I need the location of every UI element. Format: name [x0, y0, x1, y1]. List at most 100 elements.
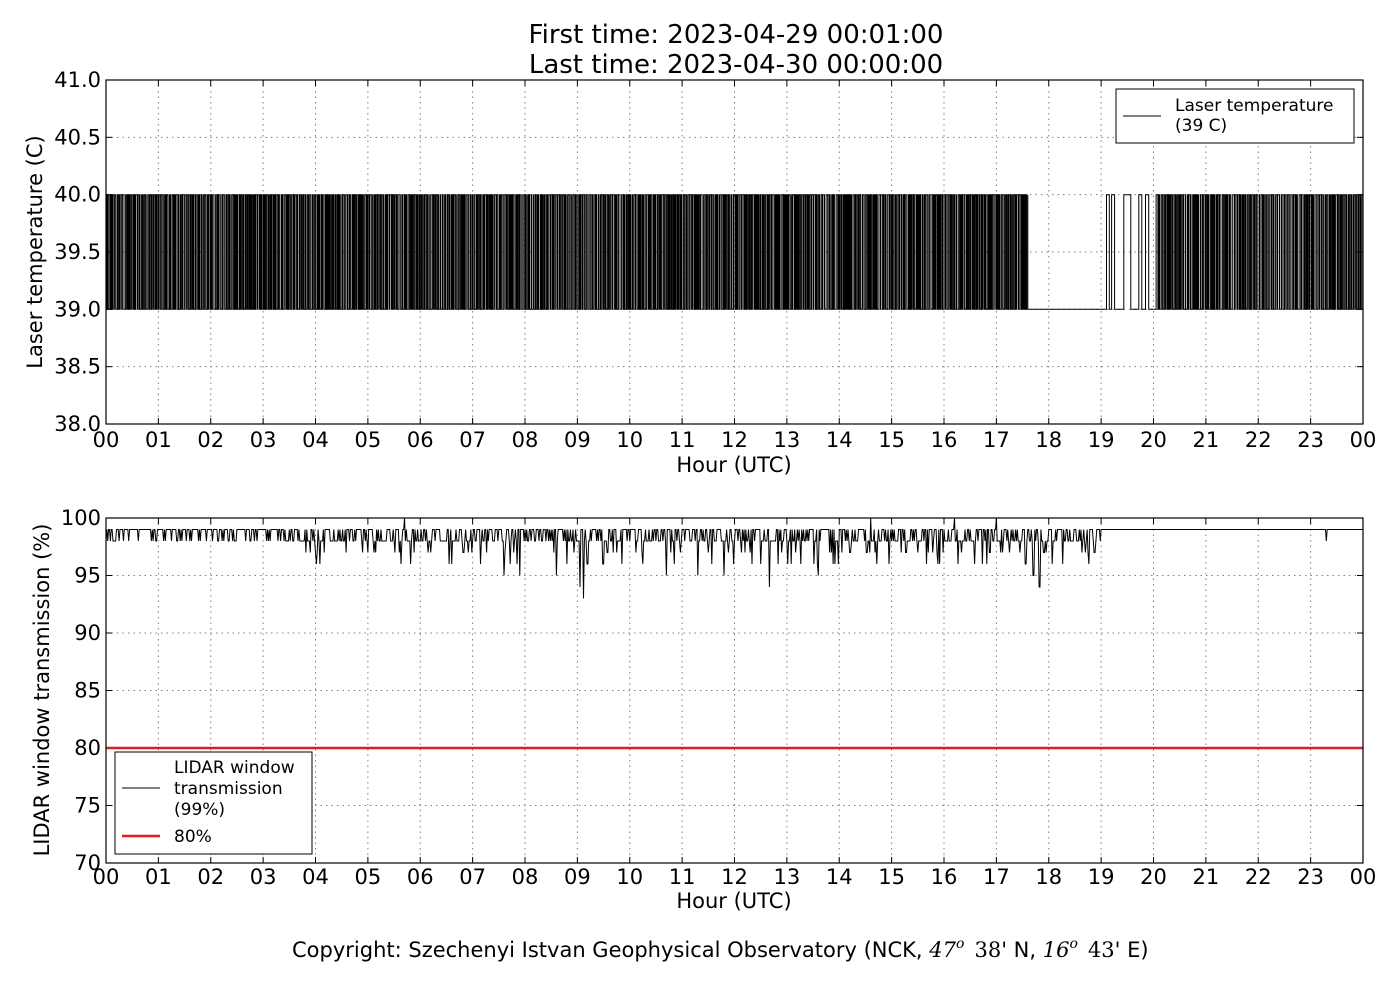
lidar-legend-label-1: LIDAR window: [174, 758, 295, 778]
y-tick-label: 75: [74, 794, 101, 818]
x-tick-label: 22: [1245, 865, 1272, 889]
x-tick-label: 09: [564, 865, 591, 889]
x-tick-label: 15: [878, 865, 905, 889]
x-tick-label: 02: [197, 428, 224, 452]
x-tick-label: 14: [826, 865, 853, 889]
x-tick-label: 21: [1193, 865, 1220, 889]
x-tick-label: 12: [721, 865, 748, 889]
laser-temp-ticks: 00 01 02 03 04 05 06 07 08 09 10 11 12 13 14 15 16 17 18 19…: [54, 68, 1376, 452]
y-tick-label: 39.5: [54, 240, 101, 264]
lidar-xlabel: Hour (UTC): [676, 889, 791, 913]
longitude-hemisphere: E: [1127, 938, 1140, 962]
laser-temp-legend-label-2: (39 C): [1175, 116, 1227, 136]
latitude-hemisphere: N: [1014, 938, 1030, 962]
y-tick-label: 80: [74, 736, 101, 760]
x-tick-label: 21: [1193, 428, 1220, 452]
y-tick-label: 90: [74, 621, 101, 645]
x-tick-label: 16: [931, 428, 958, 452]
x-tick-label: 20: [1140, 428, 1167, 452]
x-tick-label: 13: [774, 865, 801, 889]
longitude-minutes: 43: [1088, 938, 1115, 962]
latitude-min-mark: ': [1001, 938, 1013, 962]
x-tick-label: 18: [1035, 865, 1062, 889]
lidar-ylabel: LIDAR window transmission (%): [30, 524, 54, 857]
x-tick-label: 08: [512, 865, 539, 889]
x-tick-label: 18: [1035, 428, 1062, 452]
lidar-transmission-line: [105, 517, 1363, 599]
x-tick-label: 01: [145, 865, 172, 889]
lidar-transmission-panel: 00 01 02 03 04 05 06 07 08 09 10 11 12 13 14 15 16 17 18 19…: [30, 506, 1376, 913]
y-tick-label: 40.0: [54, 183, 101, 207]
lidar-legend: LIDAR window transmission (99%) 80%: [114, 751, 313, 855]
laser-temperature-line: [105, 194, 1364, 310]
y-tick-label: 40.5: [54, 125, 101, 149]
longitude-degree-symbol: o: [1069, 936, 1077, 952]
lidar-plot-frame: [105, 517, 1364, 864]
x-tick-label: 01: [145, 428, 172, 452]
latitude-degrees: 47: [928, 938, 956, 962]
y-tick-label: 100: [61, 506, 101, 530]
x-tick-label: 19: [1088, 428, 1115, 452]
latitude-minutes: 38: [974, 938, 1001, 962]
x-tick-label: 00: [1350, 428, 1377, 452]
last-time-title: Last time: 2023-04-30 00:00:00: [529, 50, 943, 80]
laser-temp-ylabel: Laser temperature (C): [23, 135, 47, 368]
x-tick-label: 23: [1297, 865, 1324, 889]
x-tick-label: 14: [826, 428, 853, 452]
x-tick-label: 03: [250, 428, 277, 452]
longitude-degrees: 16: [1043, 938, 1070, 962]
x-tick-label: 17: [983, 428, 1010, 452]
copyright-text: Copyright: Szechenyi Istvan Geophysical …: [292, 936, 1149, 962]
x-tick-label: 05: [355, 865, 382, 889]
y-tick-label: 70: [74, 851, 101, 875]
x-tick-label: 09: [564, 428, 591, 452]
x-tick-label: 16: [931, 865, 958, 889]
x-tick-label: 17: [983, 865, 1010, 889]
x-tick-label: 15: [878, 428, 905, 452]
lidar-legend-label-2: transmission: [174, 779, 283, 799]
x-tick-label: 19: [1088, 865, 1115, 889]
laser-temp-xlabel: Hour (UTC): [676, 453, 791, 477]
longitude-min-mark: ': [1115, 938, 1127, 962]
y-tick-label: 85: [74, 679, 101, 703]
x-tick-label: 22: [1245, 428, 1272, 452]
coord-separator: ,: [1029, 938, 1042, 962]
y-tick-label: 39.0: [54, 297, 101, 321]
threshold-legend-label: 80%: [174, 827, 212, 847]
x-tick-label: 11: [669, 428, 696, 452]
x-tick-label: 07: [459, 428, 486, 452]
latitude-degree-symbol: o: [956, 936, 964, 952]
laser-temp-plot-frame: [105, 79, 1364, 425]
x-tick-label: 02: [197, 865, 224, 889]
x-tick-label: 10: [616, 865, 643, 889]
x-tick-label: 13: [774, 428, 801, 452]
copyright-close: ): [1140, 938, 1148, 962]
x-tick-label: 06: [407, 428, 434, 452]
copyright-prefix: Copyright: Szechenyi Istvan Geophysical …: [292, 938, 929, 962]
lidar-legend-label-3: (99%): [174, 800, 225, 820]
y-tick-label: 38.5: [54, 355, 101, 379]
x-tick-label: 00: [1350, 865, 1377, 889]
x-tick-label: 03: [250, 865, 277, 889]
laser-temp-legend-label-1: Laser temperature: [1175, 96, 1333, 116]
x-tick-label: 04: [302, 865, 329, 889]
x-tick-label: 12: [721, 428, 748, 452]
laser-temp-legend: Laser temperature (39 C): [1115, 88, 1355, 144]
x-tick-label: 05: [355, 428, 382, 452]
x-tick-label: 04: [302, 428, 329, 452]
x-tick-label: 11: [669, 865, 696, 889]
x-tick-label: 08: [512, 428, 539, 452]
x-tick-label: 23: [1297, 428, 1324, 452]
laser-temperature-panel: 00 01 02 03 04 05 06 07 08 09 10 11 12 13 14 15 16 17 18 19…: [23, 68, 1376, 477]
x-tick-label: 10: [616, 428, 643, 452]
x-tick-label: 00: [93, 428, 120, 452]
y-tick-label: 95: [74, 564, 101, 588]
x-tick-label: 00: [93, 865, 120, 889]
x-tick-label: 06: [407, 865, 434, 889]
y-tick-label: 38.0: [54, 412, 101, 436]
y-tick-label: 41.0: [54, 68, 101, 92]
x-tick-label: 20: [1140, 865, 1167, 889]
first-time-title: First time: 2023-04-29 00:01:00: [529, 20, 944, 50]
lidar-ticks: 00 01 02 03 04 05 06 07 08 09 10 11 12 13 14 15 16 17 18 19…: [61, 506, 1376, 889]
